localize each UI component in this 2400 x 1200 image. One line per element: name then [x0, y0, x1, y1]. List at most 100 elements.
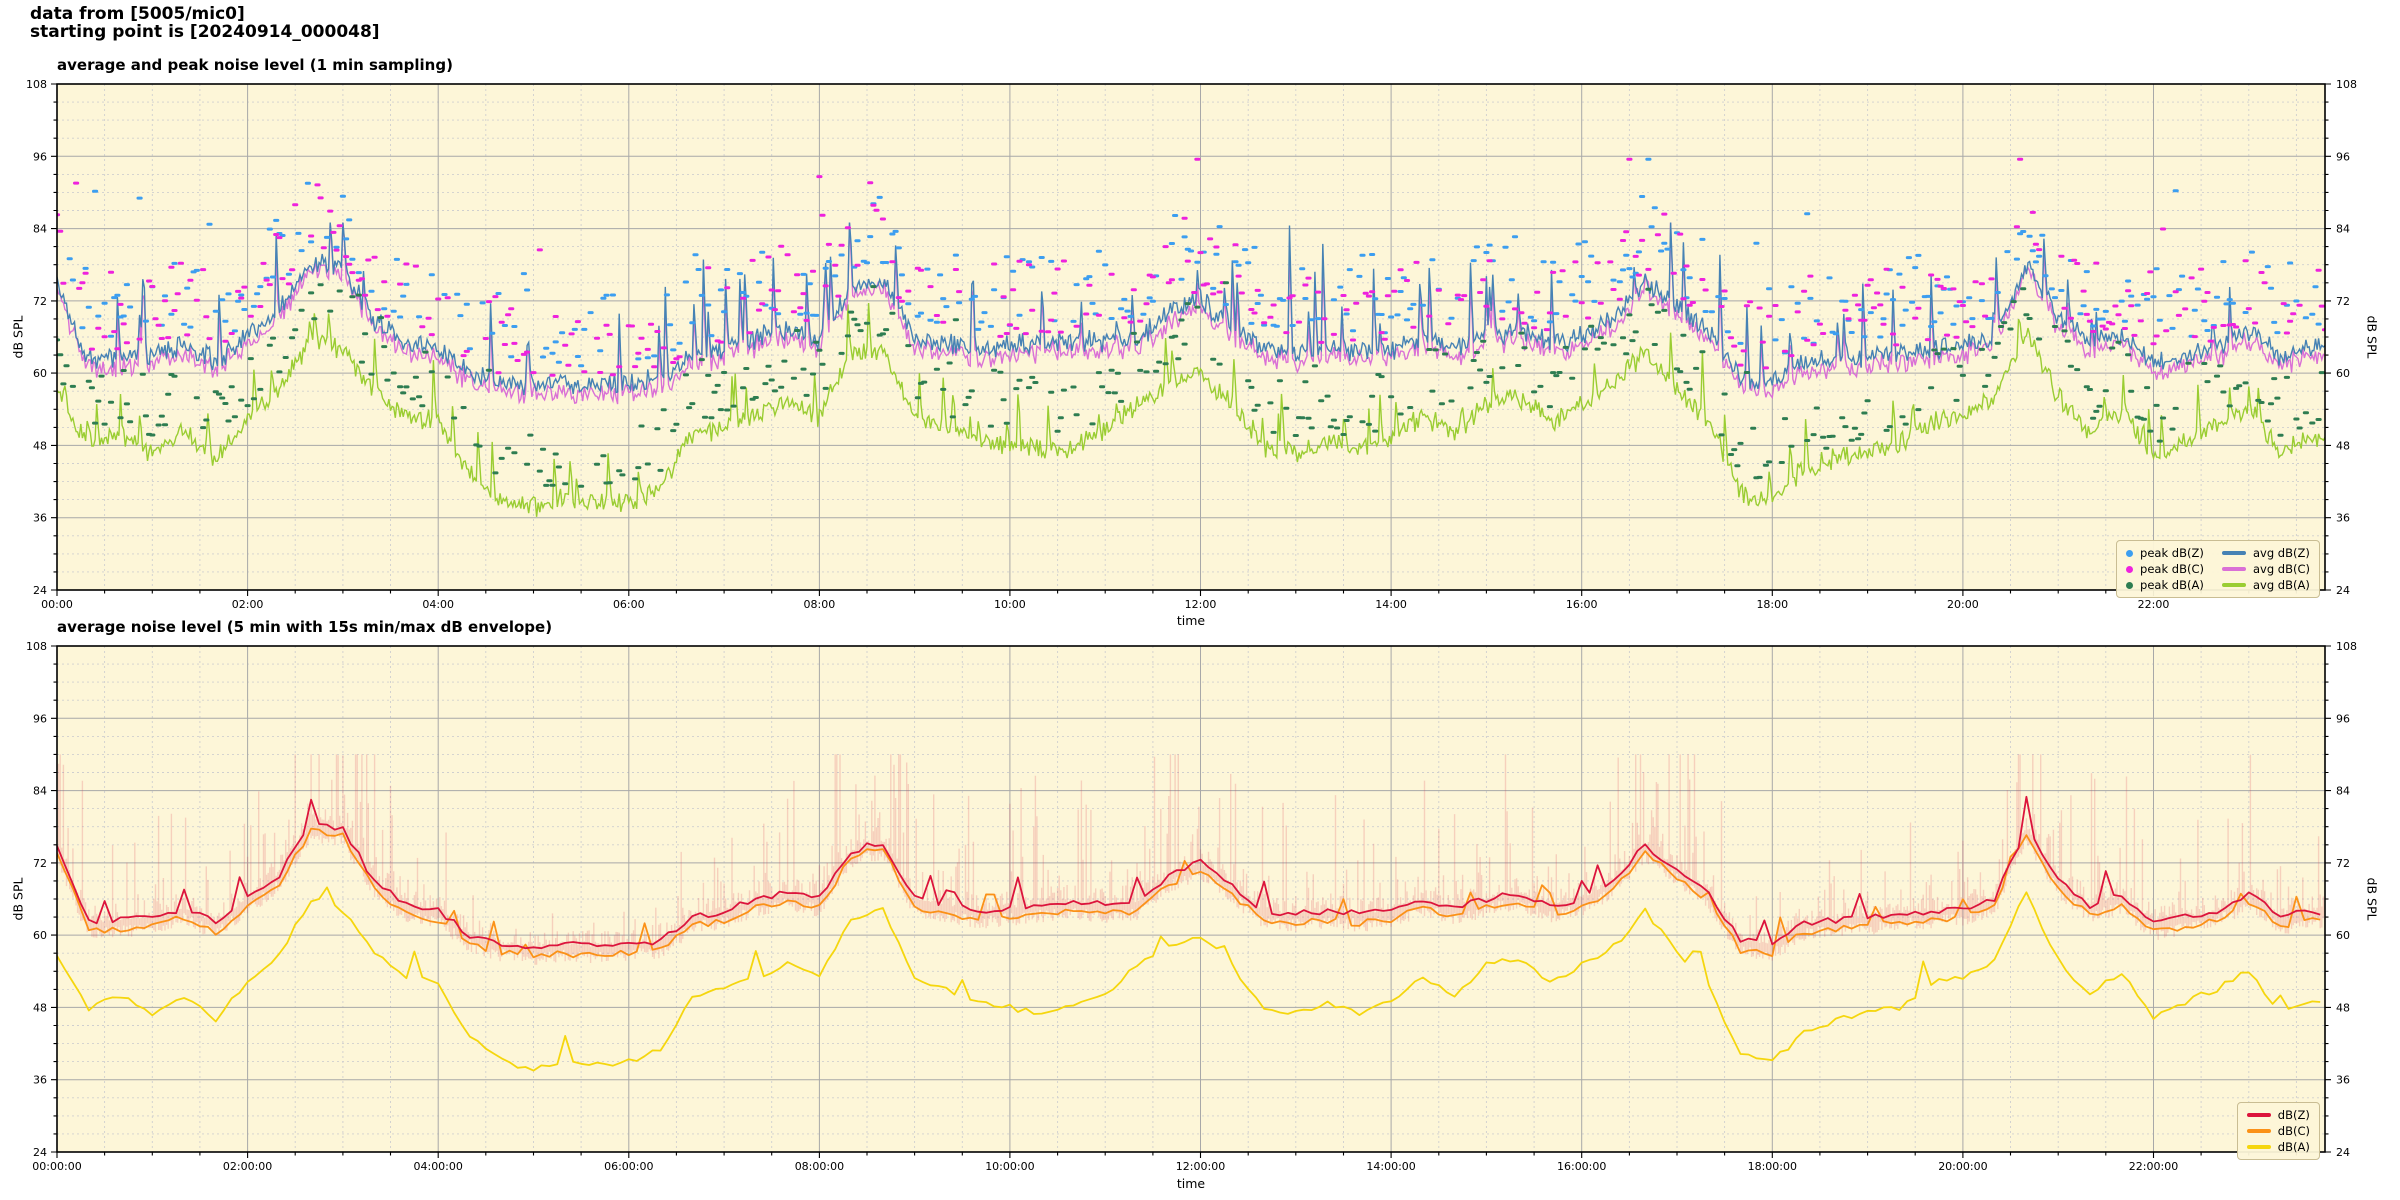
y-tick-label-right: 24	[2336, 584, 2350, 597]
y-tick-label-right: 48	[2336, 1001, 2350, 1014]
chart2-xlabel: time	[1176, 1176, 1206, 1191]
y-tick-label-left: 108	[26, 78, 47, 91]
x-tick-label: 18:00:00	[1748, 1160, 1797, 1173]
chart1-xlabel: time	[1176, 613, 1206, 628]
peak-dbz-marker-icon	[2126, 549, 2134, 557]
x-tick-label: 20:00:00	[1938, 1160, 1987, 1173]
legend-item-dbc: dB(C)	[2246, 1124, 2310, 1138]
x-tick-label: 08:00:00	[795, 1160, 844, 1173]
scatter-peak-db-z-	[66, 157, 2322, 368]
chart1-series	[57, 157, 2325, 517]
y-tick-label-right: 36	[2336, 512, 2350, 525]
series-db-c-	[57, 827, 2321, 959]
y-tick-label-right: 96	[2336, 150, 2350, 163]
chart2-title: average noise level (5 min with 15s min/…	[57, 618, 553, 636]
x-tick-label: 02:00	[232, 598, 264, 611]
legend-label: dB(C)	[2277, 1124, 2310, 1138]
y-tick-label-left: 24	[33, 1146, 47, 1159]
y-tick-label-right: 60	[2336, 367, 2350, 380]
x-tick-label: 04:00:00	[413, 1160, 462, 1173]
x-tick-label: 06:00:00	[604, 1160, 653, 1173]
y-tick-label-right: 84	[2336, 785, 2350, 798]
dba-line-icon	[2246, 1145, 2271, 1149]
grid-minor	[57, 646, 2325, 1152]
series-avg-db-z-	[57, 222, 2325, 396]
y-tick-label-right: 108	[2336, 640, 2357, 653]
chart2-legend: dB(Z) dB(C) dB(A)	[2236, 1102, 2320, 1160]
y-tick-label-left: 24	[33, 584, 47, 597]
chart1-ylabel-left: dB SPL	[10, 315, 26, 359]
dbz-line-icon	[2246, 1113, 2271, 1117]
header-line-2: starting point is [20240914_000048]	[30, 22, 380, 42]
y-tick-label-right: 96	[2336, 712, 2350, 725]
x-tick-label: 14:00:00	[1366, 1160, 1415, 1173]
legend-label: peak dB(A)	[2140, 578, 2204, 592]
x-tick-label: 12:00:00	[1176, 1160, 1225, 1173]
x-tick-label: 00:00	[41, 598, 73, 611]
legend-label: avg dB(C)	[2252, 562, 2310, 576]
axis-ticks	[51, 645, 2331, 1158]
legend-label: avg dB(A)	[2252, 578, 2310, 592]
avg-dba-line-icon	[2221, 583, 2246, 587]
y-tick-label-left: 48	[33, 439, 47, 452]
chart2-series	[57, 754, 2325, 1072]
y-tick-label-left: 84	[33, 223, 47, 236]
x-tick-label: 06:00	[613, 598, 645, 611]
chart1-ylabel-right: dB SPL	[2364, 315, 2380, 359]
plot-spine	[56, 83, 2326, 591]
x-tick-label: 14:00	[1375, 598, 1407, 611]
legend-item-peak-dbc: peak dB(C)	[2126, 562, 2204, 576]
chart1-legend: peak dB(Z) avg dB(Z) peak dB(C) avg dB(C…	[2116, 540, 2320, 598]
plot-spine	[56, 645, 2326, 1153]
y-tick-label-left: 48	[33, 1001, 47, 1014]
legend-label: avg dB(Z)	[2252, 546, 2310, 560]
x-tick-label: 08:00	[804, 598, 836, 611]
peak-dba-marker-icon	[2126, 581, 2134, 589]
x-tick-label: 22:00	[2138, 598, 2170, 611]
chart2-ylabel-right: dB SPL	[2364, 877, 2380, 921]
y-tick-label-left: 72	[33, 857, 47, 870]
peak-dbc-marker-icon	[2126, 565, 2134, 573]
scatter-peak-db-c-	[57, 157, 2325, 377]
x-tick-label: 22:00:00	[2129, 1160, 2178, 1173]
y-tick-label-right: 72	[2336, 295, 2350, 308]
y-tick-label-left: 96	[33, 150, 47, 163]
legend-label: peak dB(Z)	[2140, 546, 2204, 560]
legend-label: dB(A)	[2277, 1140, 2310, 1154]
scatter-peak-db-a-	[57, 281, 2325, 488]
x-tick-label: 02:00:00	[223, 1160, 272, 1173]
y-tick-label-right: 72	[2336, 857, 2350, 870]
header-line-1: data from [5005/mic0]	[30, 4, 245, 24]
y-tick-label-left: 60	[33, 367, 47, 380]
x-tick-label: 16:00	[1566, 598, 1598, 611]
legend-item-dba: dB(A)	[2246, 1140, 2310, 1154]
x-tick-label: 18:00	[1756, 598, 1788, 611]
x-tick-label: 12:00	[1185, 598, 1217, 611]
legend-item-avg-dbz: avg dB(Z)	[2221, 546, 2310, 560]
legend-item-dbz: dB(Z)	[2246, 1108, 2310, 1122]
y-tick-label-right: 24	[2336, 1146, 2350, 1159]
series-db-a-	[57, 886, 2321, 1072]
legend-item-avg-dba: avg dB(A)	[2221, 578, 2310, 592]
y-tick-label-left: 108	[26, 640, 47, 653]
y-tick-label-right: 60	[2336, 929, 2350, 942]
x-tick-label: 00:00:00	[32, 1160, 81, 1173]
x-tick-label: 10:00	[994, 598, 1026, 611]
chart2-ylabel-left: dB SPL	[10, 877, 26, 921]
avg-dbz-line-icon	[2221, 551, 2246, 555]
legend-item-avg-dbc: avg dB(C)	[2221, 562, 2310, 576]
legend-item-peak-dba: peak dB(A)	[2126, 578, 2204, 592]
y-tick-label-left: 84	[33, 785, 47, 798]
y-tick-label-right: 48	[2336, 439, 2350, 452]
y-tick-label-right: 84	[2336, 223, 2350, 236]
y-tick-label-left: 36	[33, 512, 47, 525]
x-tick-label: 04:00	[422, 598, 454, 611]
x-tick-label: 10:00:00	[985, 1160, 1034, 1173]
x-tick-label: 16:00:00	[1557, 1160, 1606, 1173]
y-tick-label-right: 36	[2336, 1074, 2350, 1087]
y-tick-label-left: 60	[33, 929, 47, 942]
legend-label: dB(Z)	[2277, 1108, 2310, 1122]
legend-label: peak dB(C)	[2140, 562, 2204, 576]
y-tick-label-left: 96	[33, 712, 47, 725]
